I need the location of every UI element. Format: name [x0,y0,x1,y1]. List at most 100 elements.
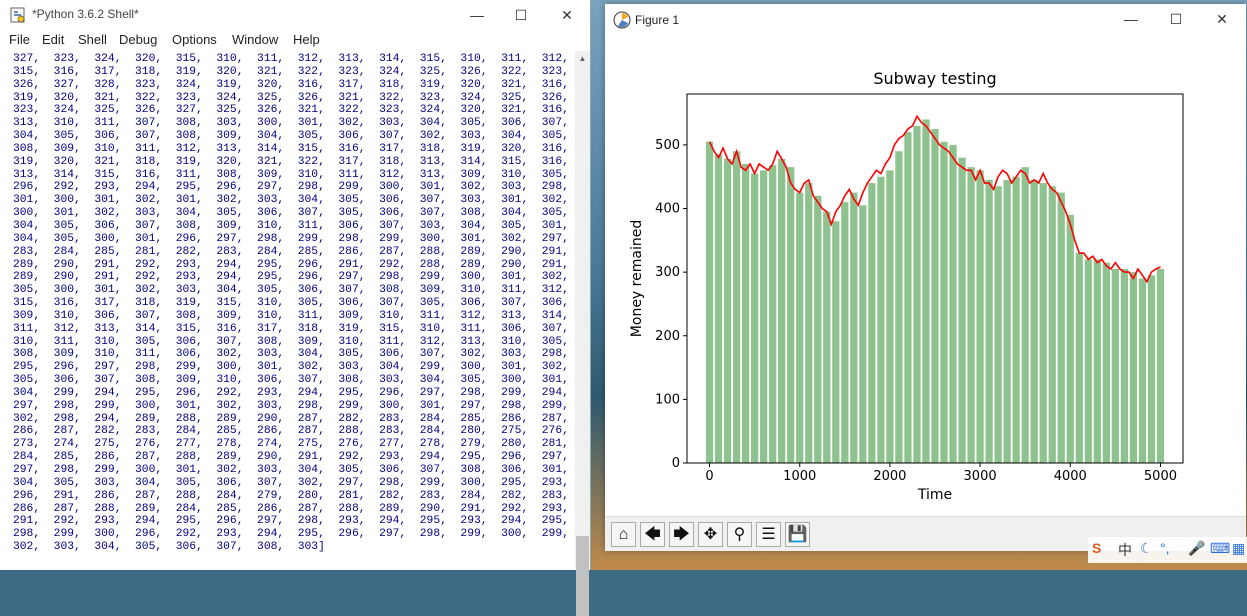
zoom-icon[interactable]: ⚲ [727,522,752,547]
save-icon[interactable]: 💾 [785,522,810,547]
axes-frame [686,93,1184,464]
bar [859,205,867,463]
menu-grid-icon[interactable]: ▦ [1232,540,1246,556]
bar [1012,176,1020,463]
bar [796,192,804,464]
figure-title: Figure 1 [635,13,680,27]
bar [1102,262,1110,463]
bar [1057,192,1065,464]
bar [841,202,849,464]
ime-s-icon[interactable]: S [1092,540,1102,556]
figure-titlebar[interactable]: Figure 1 — ☐ ✕ [605,4,1246,36]
y-tick-label: 300 [655,265,680,280]
y-tick-label: 400 [655,202,680,217]
chart-title: Subway testing [873,69,996,88]
microphone-icon[interactable]: 🎤 [1188,540,1206,556]
bar [1048,186,1056,463]
shell-text-area[interactable]: 327, 323, 324, 320, 315, 310, 311, 312, … [0,51,574,570]
menu-shell[interactable]: Shell [78,32,107,47]
home-icon[interactable]: ⌂ [611,522,636,547]
shell-menubar: File Edit Shell Debug Options Window Hel… [0,30,590,50]
chart-svg: 0 1000 2000 3000 4000 5000 0 100 200 300 400 500 Sub… [629,69,1184,503]
punct-icon[interactable]: °, [1160,540,1170,556]
bar [940,141,948,463]
bar [850,192,858,464]
bar [814,195,822,464]
matplotlib-icon [613,11,631,29]
y-axis-label: Money remained [629,220,645,337]
bar [832,221,840,463]
y-tick-label: 100 [655,392,680,407]
x-axis-label: Time [917,487,952,503]
bar [787,167,795,463]
figure-minimize-button[interactable]: — [1124,11,1138,27]
minimize-button[interactable]: — [470,7,484,23]
back-arrow-icon[interactable]: 🡄 [640,522,665,547]
shell-titlebar[interactable]: *Python 3.6.2 Shell* — ☐ ✕ [0,0,590,30]
figure-window: Figure 1 — ☐ ✕ 0 1000 2000 3000 4000 5000 0 100… [605,4,1246,551]
bar [895,151,903,464]
bar [805,183,813,463]
shell-output: 327, 323, 324, 320, 315, 310, 311, 312, … [13,53,569,554]
y-tick-label: 500 [655,138,680,153]
menu-debug[interactable]: Debug [119,32,158,47]
bar [976,170,984,463]
pan-icon[interactable]: ✥ [698,522,723,547]
bar [751,173,759,463]
menu-edit[interactable]: Edit [42,32,65,47]
bar [967,167,975,463]
figure-maximize-button[interactable]: ☐ [1169,11,1183,27]
bar [723,158,732,463]
moon-icon[interactable]: ☾ [1140,540,1153,556]
bar [760,170,768,463]
bar [958,157,966,463]
bar [904,132,912,463]
plot-canvas[interactable]: 0 1000 2000 3000 4000 5000 0 100 200 300 400 500 Sub… [605,36,1246,512]
close-button[interactable]: ✕ [561,7,573,23]
scrollbar-thumb[interactable] [576,536,589,616]
bar [1120,268,1128,463]
series-line [708,114,1161,284]
keyboard-icon[interactable]: ⌨ [1210,540,1231,556]
x-tick-label: 2000 [873,469,906,484]
figure-close-button[interactable]: ✕ [1216,11,1228,27]
menu-file[interactable]: File [9,32,30,47]
bar [705,141,714,463]
bar [1156,268,1165,463]
bar [931,128,939,463]
bar [1147,275,1156,463]
maximize-button[interactable]: ☐ [514,7,528,23]
x-tick-label: 4000 [1054,469,1087,484]
bar [742,163,750,463]
menu-window[interactable]: Window [232,32,279,47]
x-tick-label: 3000 [964,469,997,484]
bar [877,176,885,463]
bar [1093,259,1101,463]
menu-help[interactable]: Help [293,32,320,47]
forward-arrow-icon[interactable]: 🡆 [669,522,694,547]
shell-vertical-scrollbar[interactable]: ▲ [575,51,590,616]
x-tick-label: 1000 [783,469,816,484]
ime-zh-icon[interactable]: 中 [1118,542,1132,558]
bar [1030,179,1038,463]
configure-subplots-icon[interactable]: ☰ [756,522,781,547]
bar [985,179,993,463]
system-tray: S 中 ☾ °, 🎤 ⌨ ▦ [1088,537,1247,563]
shell-title: *Python 3.6.2 Shell* [32,7,139,21]
x-tick-label: 0 [705,469,713,484]
menu-options[interactable]: Options [172,32,217,47]
bar [949,144,957,463]
y-tick-label: 200 [655,329,680,344]
scroll-up-arrow-icon[interactable]: ▲ [578,54,587,63]
bar [714,154,723,464]
bar [1003,179,1011,463]
y-tick-label: 0 [672,456,680,471]
python-shell-icon [10,7,25,23]
python-shell-window: *Python 3.6.2 Shell* — ☐ ✕ File Edit She… [0,0,591,616]
bar [823,211,831,463]
bar [1021,167,1029,463]
bar [868,183,876,463]
bar [1111,268,1119,463]
bar [1129,272,1138,463]
x-tick-label: 5000 [1144,469,1177,484]
